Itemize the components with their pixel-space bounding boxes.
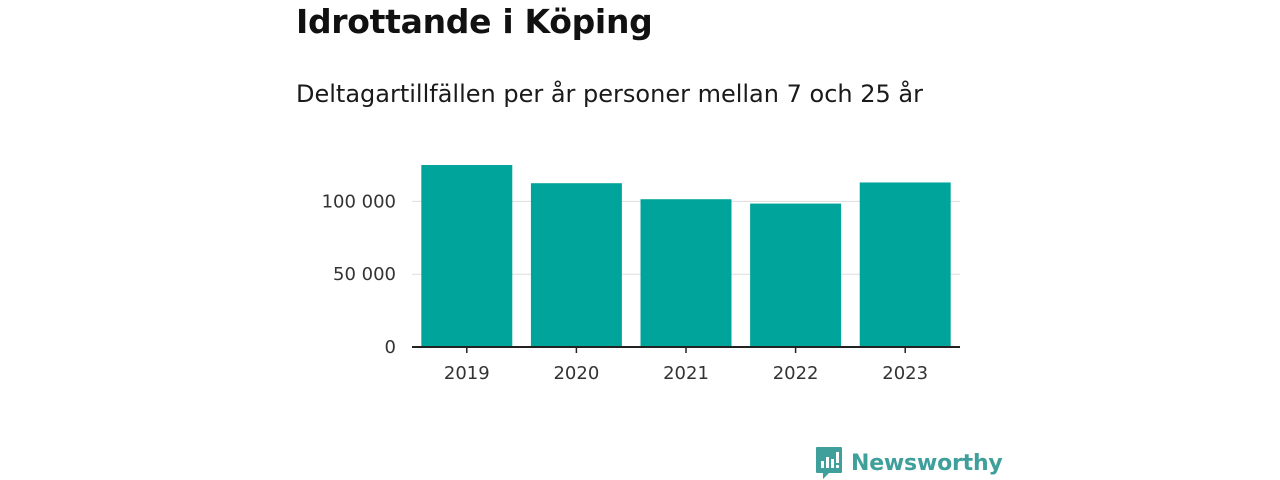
y-tick-label: 0 — [385, 337, 396, 358]
x-tick-label: 2022 — [773, 363, 819, 384]
bar — [421, 165, 513, 347]
bar — [750, 203, 842, 347]
x-tick-label: 2023 — [882, 363, 928, 384]
bar — [859, 182, 951, 347]
brand-name: Newsworthy — [851, 450, 1003, 476]
bar — [640, 199, 732, 347]
y-tick-label: 100 000 — [322, 191, 396, 212]
newsworthy-logo-icon — [816, 447, 842, 479]
x-tick-label: 2019 — [444, 363, 490, 384]
bars — [421, 165, 951, 347]
brand-logo[interactable]: Newsworthy — [815, 446, 1003, 480]
chart-title: Idrottande i Köping — [296, 2, 653, 41]
y-tick-label: 50 000 — [333, 264, 396, 285]
axes: 0 50 000 100 000 2019 2020 2021 2022 2023 — [322, 191, 960, 384]
bar — [530, 183, 622, 347]
x-tick-label: 2021 — [663, 363, 709, 384]
x-tick-label: 2020 — [553, 363, 599, 384]
chart-subtitle: Deltagartillfällen per år personer mella… — [296, 80, 923, 108]
